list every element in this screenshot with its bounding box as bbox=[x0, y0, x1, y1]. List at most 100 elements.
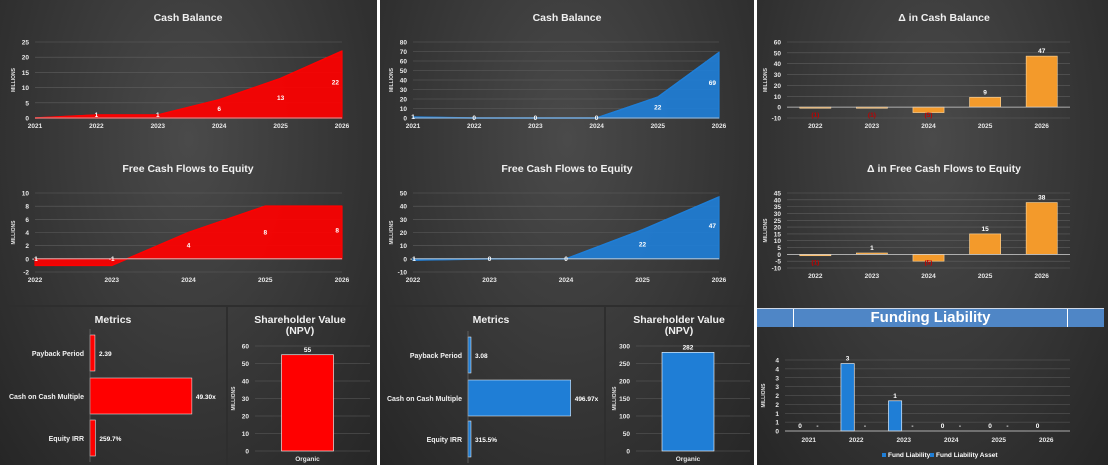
fund-ytick-label: 3 bbox=[775, 384, 779, 391]
fund-ytick-label: 4 bbox=[775, 358, 779, 365]
npv_blue-xtick-label: Organic bbox=[676, 456, 701, 463]
dcb-ytick-label: 40 bbox=[774, 61, 782, 68]
fund-xtick-label: 2023 bbox=[897, 437, 912, 444]
fcfe_blue-ytick-label: 40 bbox=[400, 204, 408, 211]
dcb-title: Δ in Cash Balance bbox=[898, 12, 990, 24]
fund-data-label: 0 bbox=[798, 423, 802, 430]
met_red-bar bbox=[89, 377, 193, 415]
fund-xtick-label: 2025 bbox=[992, 437, 1007, 444]
dfcfe-xtick-label: 2024 bbox=[921, 273, 936, 280]
fcfe_blue-data-label: 0 bbox=[488, 256, 492, 263]
dcb-xtick-label: 2025 bbox=[978, 123, 993, 130]
fcfe_red-ytick-label: 6 bbox=[25, 217, 29, 224]
fcfe_blue-data-label: 22 bbox=[639, 241, 647, 248]
cb_blue-ytick-label: 80 bbox=[400, 40, 408, 47]
dfcfe-title: Δ in Free Cash Flows to Equity bbox=[867, 163, 1021, 175]
dfcfe-data-label: (1) bbox=[811, 259, 819, 266]
dfcfe-ytick-label: 35 bbox=[774, 204, 782, 211]
fund-ylabel: MILLIONS bbox=[761, 383, 767, 408]
npv_blue-ylabel: MILLIONS bbox=[612, 386, 618, 411]
cb_blue-xtick-label: 2026 bbox=[712, 123, 727, 130]
dfcfe-ytick-label: 5 bbox=[777, 245, 781, 252]
dcb-data-label: 47 bbox=[1038, 48, 1046, 55]
fcfe_red-ytick-label: 2 bbox=[25, 243, 29, 250]
fcfe_blue-xtick-label: 2022 bbox=[406, 277, 421, 284]
fcfe_blue-data-label: 47 bbox=[709, 223, 717, 230]
fcfe_blue-xtick-label: 2024 bbox=[559, 277, 574, 284]
fcfe_blue-title: Free Cash Flows to Equity bbox=[501, 163, 632, 175]
npv_red-ytick-label: 20 bbox=[242, 414, 250, 421]
met_red-data-label: 259.7% bbox=[99, 436, 121, 443]
cb_blue-ytick-label: 60 bbox=[400, 59, 408, 66]
funding-liability-banner: Funding Liability bbox=[757, 308, 1104, 327]
npv_blue-bar bbox=[661, 351, 715, 452]
fcfe_red-xtick-label: 2023 bbox=[105, 277, 120, 284]
npv_blue-ytick-label: 150 bbox=[619, 396, 630, 403]
fund-xtick-label: 2026 bbox=[1039, 437, 1054, 444]
npv_blue-title-line2: (NPV) bbox=[665, 325, 694, 337]
cb_blue-xtick-label: 2022 bbox=[467, 123, 482, 130]
cb_blue-ytick-label: 10 bbox=[400, 106, 408, 113]
npv_blue-ytick-label: 100 bbox=[619, 414, 630, 421]
fcfe_blue-ylabel: MILLIONS bbox=[389, 220, 395, 245]
cb_blue-ytick-label: 20 bbox=[400, 97, 408, 104]
fund-data-label-asset: - bbox=[911, 423, 913, 430]
fcfe_blue-data-label: -1 bbox=[410, 256, 416, 263]
met_red-data-label: 49.30x bbox=[196, 394, 216, 401]
dcb-ytick-label: -10 bbox=[772, 116, 782, 123]
cb_red-line-series bbox=[34, 50, 343, 119]
divider-left-vertical bbox=[226, 307, 228, 465]
met_blue-data-label: 315.5% bbox=[475, 437, 497, 444]
met_blue-category-label: Payback Period bbox=[410, 353, 462, 360]
dfcfe-xtick-label: 2023 bbox=[865, 273, 880, 280]
cb_red-ytick-label: 0 bbox=[25, 116, 29, 123]
fcfe_blue-xtick-label: 2025 bbox=[635, 277, 650, 284]
cb_red-data-label: 1 bbox=[95, 112, 99, 119]
dfcfe-ytick-label: -5 bbox=[775, 259, 781, 266]
dfcfe-data-label: (5) bbox=[925, 259, 933, 266]
cb_red-xtick-label: 2026 bbox=[335, 123, 350, 130]
dfcfe-ytick-label: 45 bbox=[774, 191, 782, 198]
fund-ytick-label: 1 bbox=[775, 411, 779, 418]
funding-liability-title: Funding Liability bbox=[793, 309, 1068, 327]
dfcfe-ytick-label: 30 bbox=[774, 211, 782, 218]
fcfe_red-data-label: -1 bbox=[32, 256, 38, 263]
npv_red-ytick-label: 40 bbox=[242, 379, 250, 386]
fcfe_blue-data-label: 0 bbox=[564, 256, 568, 263]
npv_red-ytick-label: 10 bbox=[242, 431, 250, 438]
cb_blue-data-label: 22 bbox=[654, 105, 662, 112]
fund-xtick-label: 2022 bbox=[849, 437, 864, 444]
dfcfe-xtick-label: 2025 bbox=[978, 273, 993, 280]
fcfe_blue-ytick-label: 50 bbox=[400, 191, 408, 198]
cb_blue-xtick-label: 2021 bbox=[406, 123, 421, 130]
fund-bar bbox=[888, 400, 903, 432]
cb_red-xtick-label: 2022 bbox=[89, 123, 104, 130]
fcfe_red-ylabel: MILLIONS bbox=[11, 220, 17, 245]
met_red-title: Metrics bbox=[95, 314, 132, 326]
cb_blue-ytick-label: 70 bbox=[400, 49, 408, 56]
met_blue-category-label: Cash on Cash Multiple bbox=[387, 396, 462, 403]
fund-legend-swatch bbox=[882, 453, 886, 457]
cb_red-ytick-label: 5 bbox=[25, 100, 29, 107]
fcfe_blue-ytick-label: -10 bbox=[398, 270, 408, 277]
cb_red-data-label: 22 bbox=[332, 80, 340, 87]
divider-middle-vertical bbox=[604, 307, 606, 465]
dfcfe-ytick-label: 0 bbox=[777, 252, 781, 259]
fcfe_red-ytick-label: 4 bbox=[25, 230, 29, 237]
cb_blue-data-label: 1 bbox=[411, 114, 415, 121]
npv_red-ylabel: MILLIONS bbox=[231, 386, 237, 411]
fund-ytick-label: 1 bbox=[775, 420, 779, 427]
met_red-bar bbox=[89, 419, 96, 457]
cb_blue-ytick-label: 0 bbox=[403, 116, 407, 123]
dfcfe-data-label: 38 bbox=[1038, 195, 1046, 202]
fcfe_blue-ytick-label: 10 bbox=[400, 243, 408, 250]
fcfe_red-ytick-label: -2 bbox=[23, 270, 29, 277]
cb_blue-xtick-label: 2025 bbox=[651, 123, 666, 130]
fund-data-label-asset: - bbox=[959, 423, 961, 430]
dfcfe-bar bbox=[969, 233, 1001, 255]
cb_blue-data-label: 69 bbox=[709, 80, 717, 87]
fund-xtick-label: 2021 bbox=[802, 437, 817, 444]
met_blue-bar bbox=[467, 379, 571, 417]
met_blue-data-label: 496.97x bbox=[575, 396, 599, 403]
npv_blue-ytick-label: 50 bbox=[623, 431, 631, 438]
